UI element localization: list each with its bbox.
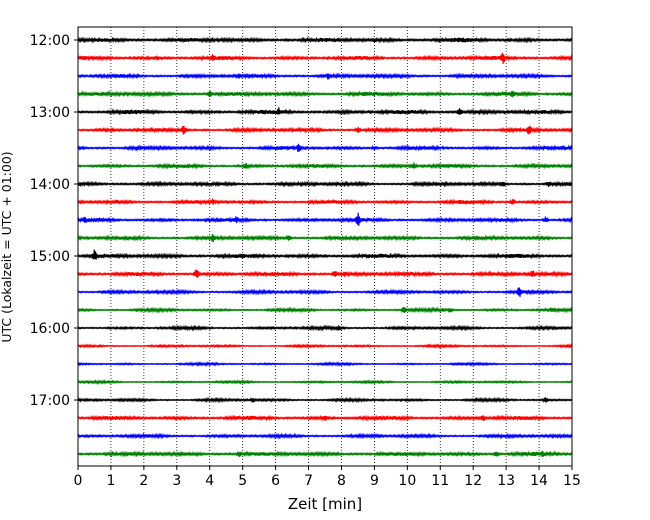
seismogram-trace: [77, 379, 573, 385]
seismogram-trace: [77, 233, 573, 243]
seismogram-trace: [77, 125, 573, 135]
x-tick-label: 8: [337, 473, 346, 489]
seismogram-trace: [77, 414, 573, 422]
x-tick-label: 9: [370, 473, 379, 489]
x-tick-label: 14: [530, 473, 548, 489]
y-tick-label: 16:00: [30, 321, 70, 337]
x-tick-label: 7: [304, 473, 313, 489]
seismogram-trace: [77, 432, 573, 440]
x-tick-label: 1: [106, 473, 115, 489]
seismogram-trace: [77, 269, 573, 278]
x-tick-label: 12: [464, 473, 482, 489]
x-tick-label: 6: [271, 473, 280, 489]
seismogram-trace: [77, 343, 573, 349]
plot-frame: [77, 26, 573, 467]
y-tick-label: 17:00: [30, 393, 70, 409]
seismogram-traces: [77, 36, 573, 458]
seismogram-trace: [77, 396, 573, 404]
y-tick-label: 15:00: [30, 249, 70, 265]
x-tick-label: 2: [139, 473, 148, 489]
x-tick-label: 10: [398, 473, 416, 489]
x-tick-label: 13: [497, 473, 515, 489]
seismogram-trace: [77, 212, 573, 226]
seismogram-trace: [77, 450, 573, 458]
y-tick-label: 14:00: [30, 177, 70, 193]
x-tick-label: 4: [205, 473, 214, 489]
seismogram-trace: [77, 306, 573, 314]
x-grid-lines: [110, 27, 540, 466]
x-axis-label: Zeit [min]: [288, 495, 362, 513]
seismogram-trace: [77, 72, 573, 80]
seismogram-trace: [77, 361, 573, 367]
seismogram-trace: [77, 36, 573, 44]
x-tick-label: 0: [74, 473, 83, 489]
x-tick-label: 11: [431, 473, 449, 489]
seismogram-trace: [77, 107, 573, 116]
seismogram-trace: [77, 90, 573, 98]
seismogram-trace: [77, 162, 573, 170]
seismogram-trace: [77, 324, 573, 332]
y-axis-label: UTC (Lokalzeit = UTC + 01:00): [0, 151, 14, 342]
seismogram-trace: [77, 52, 573, 64]
seismogram-trace: [77, 287, 573, 297]
y-tick-label: 13:00: [30, 105, 70, 121]
x-axis-ticks: 0 1 2 3 4 5 6 7 8 9 10 11 12 13 14 15: [74, 466, 581, 489]
y-axis-ticks: 12:00 13:00 14:00 15:00 16:00 17:00: [30, 33, 78, 409]
y-tick-label: 12:00: [30, 33, 70, 49]
seismogram-trace: [77, 249, 573, 260]
x-tick-label: 5: [238, 473, 247, 489]
x-tick-label: 15: [563, 473, 581, 489]
seismogram-trace: [77, 143, 573, 152]
seismogram-trace: [77, 198, 573, 206]
seismogram-trace: [77, 180, 573, 188]
x-tick-label: 3: [172, 473, 181, 489]
